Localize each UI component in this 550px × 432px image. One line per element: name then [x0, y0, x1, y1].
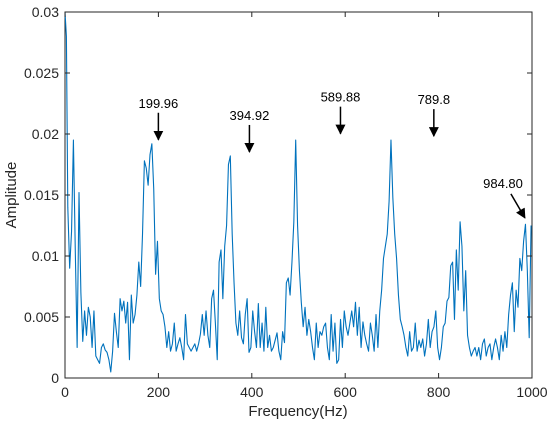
x-tick-label: 600 [334, 384, 358, 400]
series-line-0 [64, 11, 532, 373]
y-tick-label: 0.03 [32, 4, 59, 20]
annotation-label: 199.96 [138, 96, 178, 111]
y-tick-label: 0.005 [24, 309, 59, 325]
y-tick-label: 0.015 [24, 187, 59, 203]
y-axis-label: Amplitude [3, 162, 20, 229]
y-tick-label: 0.02 [32, 126, 59, 142]
plot-area-frame [64, 11, 533, 379]
x-tick-label: 0 [61, 384, 69, 400]
x-tick-label: 800 [427, 384, 451, 400]
annotation-label: 789.8 [418, 92, 451, 107]
y-tick-label: 0 [51, 370, 59, 386]
annotation-arrow [510, 193, 526, 219]
annotation-layer: 199.96 394.92 589.88 789.8 984.80 [138, 90, 526, 219]
annotation-label: 984.80 [483, 176, 523, 191]
x-tick-label: 1000 [516, 384, 547, 400]
x-axis-label: Frequency(Hz) [248, 403, 347, 420]
plot-layer [64, 11, 532, 373]
annotation-label: 589.88 [321, 90, 361, 105]
tick-layer: 0 200 400 600 800 1000 0 0.005 0.01 0.015 0.02 0.02… [24, 4, 548, 400]
x-tick-label: 400 [240, 384, 264, 400]
annotation-label: 394.92 [230, 108, 270, 123]
y-tick-label: 0.01 [32, 248, 59, 264]
x-tick-label: 200 [147, 384, 171, 400]
y-tick-label: 0.025 [24, 65, 59, 81]
